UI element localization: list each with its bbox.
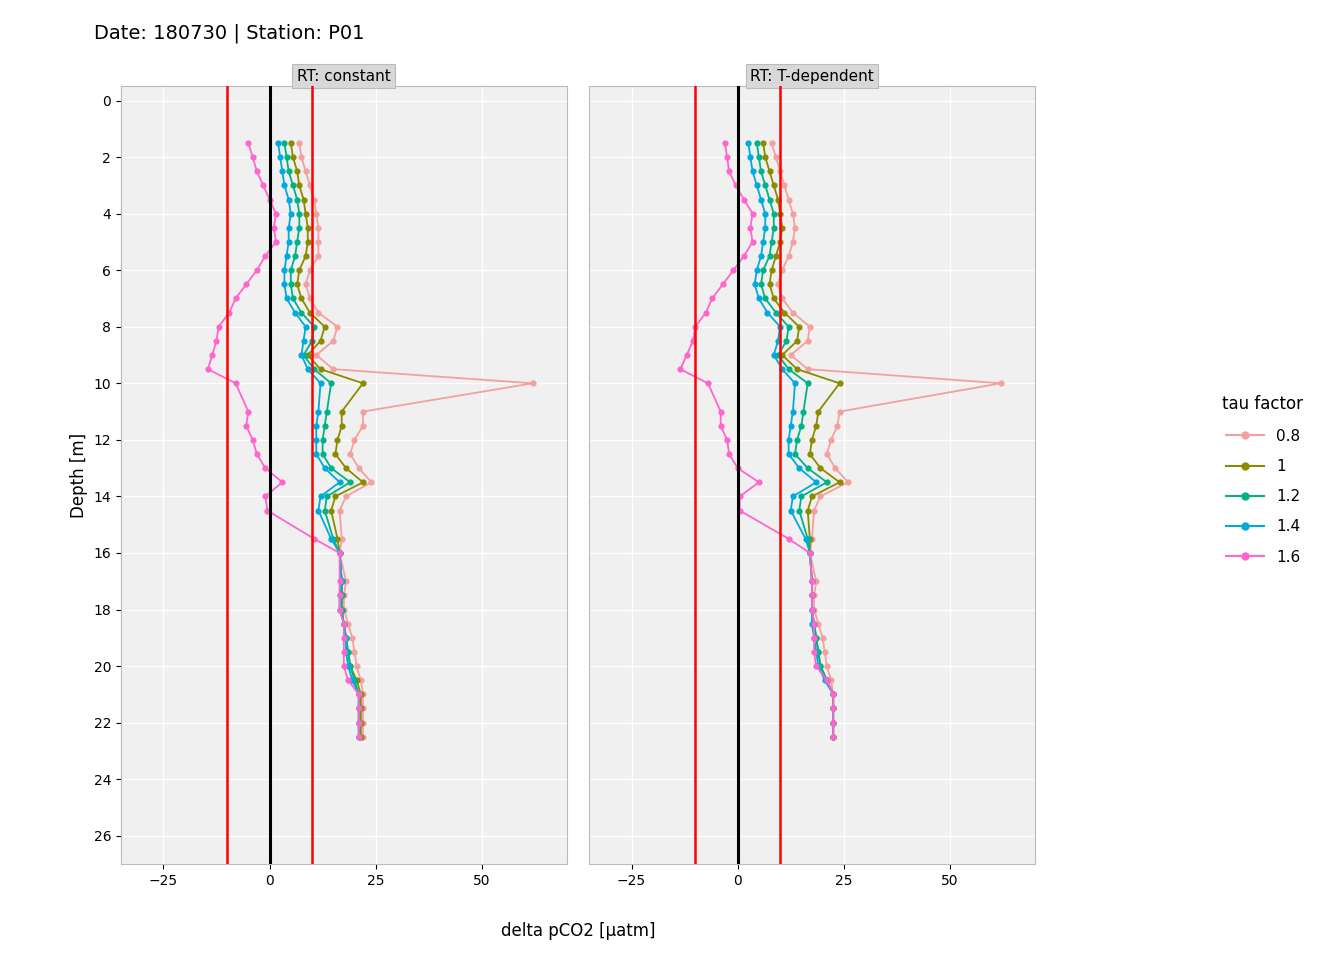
Legend: 0.8, 1, 1.2, 1.4, 1.6: 0.8, 1, 1.2, 1.4, 1.6	[1216, 389, 1309, 571]
Title: RT: T-dependent: RT: T-dependent	[750, 69, 874, 84]
Title: RT: constant: RT: constant	[297, 69, 391, 84]
Text: delta pCO2 [μatm]: delta pCO2 [μatm]	[501, 922, 655, 940]
Text: Date: 180730 | Station: P01: Date: 180730 | Station: P01	[94, 23, 364, 43]
Y-axis label: Depth [m]: Depth [m]	[70, 433, 87, 517]
